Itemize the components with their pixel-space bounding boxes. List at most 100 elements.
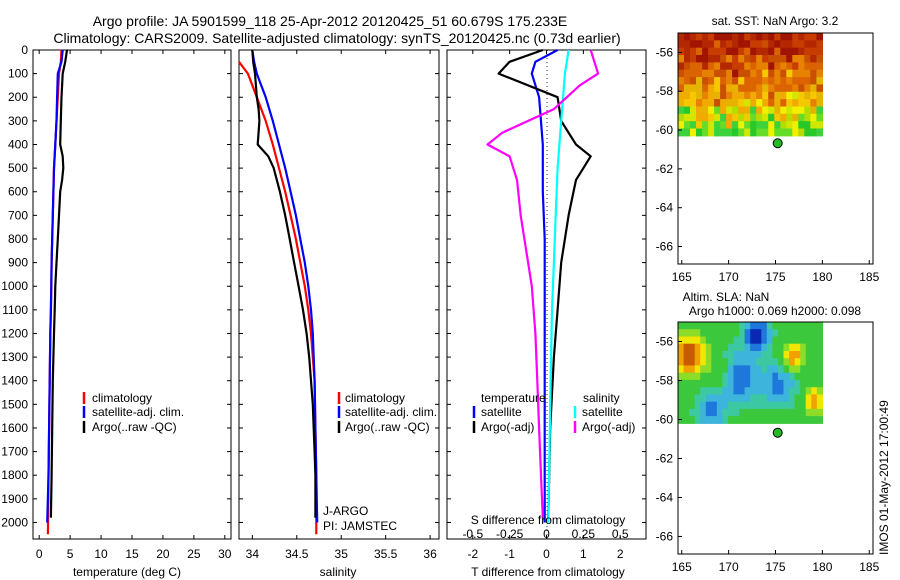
sst-cell: [690, 128, 697, 137]
sla-cell: [794, 394, 801, 403]
map-lat-tick-label: -64: [656, 490, 674, 504]
sst-cell: [798, 69, 805, 78]
sla-cell: [755, 343, 762, 352]
sla-cell: [789, 329, 796, 337]
sst-cell: [702, 91, 709, 100]
sst-cell: [744, 113, 751, 122]
sst-cell: [798, 47, 805, 56]
sst-cell: [786, 33, 793, 41]
sst-cell: [768, 77, 775, 85]
sst-cell: [696, 55, 703, 63]
sst-cell: [804, 91, 811, 100]
sla-cell: [705, 372, 712, 381]
salinity-x-tick-label: 34: [246, 547, 260, 561]
depth-tick-label: 0: [21, 43, 28, 57]
sla-cell: [783, 322, 790, 330]
title-line-1: Argo profile: JA 5901599_118 25-Apr-2012…: [93, 13, 568, 29]
sla-cell: [755, 322, 762, 330]
sst-cell: [678, 99, 685, 107]
salinity-legend: climatology satellite-adj. clim. Argo(..…: [337, 391, 437, 434]
sst-cell: [786, 91, 793, 100]
sst-cell: [780, 84, 787, 93]
sla-cell: [794, 358, 801, 366]
sst-cell: [780, 113, 787, 122]
sst-cell: [792, 77, 799, 85]
sla-cell: [716, 379, 724, 388]
sst-cell: [720, 113, 727, 122]
sst-cell: [744, 128, 751, 137]
sla-cell: [716, 416, 724, 424]
sst-cell: [780, 55, 787, 63]
sst-cell: [684, 62, 691, 71]
temperature-x-tick-label: 30: [218, 547, 232, 561]
sst-cell: [780, 99, 787, 107]
sst-cell: [768, 55, 775, 63]
sst-cell: [732, 55, 739, 63]
sla-cell: [689, 336, 696, 345]
sst-cell: [810, 84, 817, 93]
sla-cell: [722, 401, 729, 410]
sla-cell: [694, 416, 701, 424]
sla-cell: [728, 394, 735, 403]
sla-cell: [739, 322, 746, 330]
sst-cell: [750, 55, 757, 63]
sla-cell: [716, 408, 724, 417]
sst-cell: [756, 113, 763, 122]
sst-cell: [696, 91, 703, 100]
sla-cell: [678, 416, 685, 424]
sla-cell: [816, 336, 823, 345]
sst-cell: [708, 47, 715, 56]
sla-cell: [761, 336, 768, 345]
sla-cell: [689, 408, 696, 417]
sla-cell: [811, 416, 818, 424]
sst-cell: [696, 84, 703, 93]
sla-cell: [689, 322, 696, 330]
salinity-x-axis: 34 34.5 35 35.5 36: [246, 50, 437, 561]
sst-cell: [726, 106, 733, 115]
salinity-x-tick-label: 35.5: [374, 547, 398, 561]
sst-cell: [708, 99, 715, 107]
sla-cell: [744, 343, 751, 352]
sla-cell: [750, 408, 757, 417]
sla-cell: [683, 322, 690, 330]
sla-cell: [750, 416, 757, 424]
sla-map-axes-ticks: 165 170 175 180 185 -56 -58 -60 -62 -64 -66: [656, 334, 880, 574]
sla-cell: [755, 365, 762, 374]
sst-cell: [678, 47, 685, 56]
sla-cell: [678, 336, 685, 345]
sla-cell: [722, 408, 729, 417]
sla-cell: [805, 379, 812, 388]
sla-cell: [716, 365, 724, 374]
sla-cell: [800, 416, 807, 424]
sst-cell: [804, 106, 811, 115]
sla-cell: [711, 329, 718, 337]
sst-cell: [684, 121, 691, 130]
sst-cell: [792, 113, 799, 122]
sla-cell: [750, 394, 757, 403]
sla-cell: [800, 336, 807, 345]
sla-cell: [694, 329, 701, 337]
sla-cell: [794, 387, 801, 395]
sla-cell: [722, 351, 729, 359]
sst-cell: [732, 113, 739, 122]
difference-x-tick-label: -2: [467, 547, 478, 561]
sst-cell: [678, 91, 685, 100]
sst-cell: [690, 113, 697, 122]
sla-cell: [805, 394, 812, 403]
depth-tick-label: 1000: [1, 279, 28, 293]
sla-cell: [683, 416, 690, 424]
sla-cell: [744, 372, 751, 381]
sla-cell: [805, 401, 812, 410]
sla-cell: [816, 394, 823, 403]
sla-cell: [778, 365, 785, 374]
sst-cell: [738, 84, 745, 93]
sla-cell: [683, 343, 690, 352]
sst-cell: [798, 113, 805, 122]
sla-cell: [778, 351, 785, 359]
map-lat-tick-label: -56: [656, 334, 674, 348]
sla-cell: [683, 401, 690, 410]
sla-cell: [722, 372, 729, 381]
sst-cell: [792, 84, 799, 93]
sst-cell: [720, 121, 727, 130]
sst-cell: [744, 91, 751, 100]
